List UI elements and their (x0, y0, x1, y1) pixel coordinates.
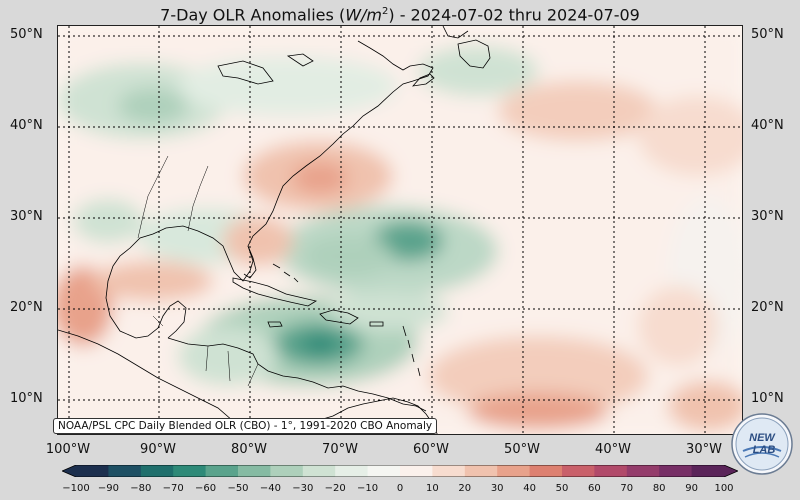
colorbar-tick-label: −60 (195, 483, 217, 494)
olr-anomaly-map (57, 25, 743, 435)
title-suffix: ) - 2024-07-02 thru 2024-07-09 (388, 5, 640, 25)
lat-label-right-50n: 50°N (751, 27, 784, 42)
colorbar-segment (432, 465, 466, 477)
source-note: NOAA/PSL CPC Daily Blended OLR (CBO) - 1… (53, 418, 438, 434)
lon-label-70w: 70°W (322, 442, 358, 457)
lat-label-left-50n: 50°N (10, 27, 43, 42)
colorbar-segment (108, 465, 142, 477)
colorbar-tick-label: 90 (685, 483, 698, 494)
title-prefix: 7-Day OLR Anomalies ( (160, 5, 346, 25)
lon-label-30w: 30°W (686, 442, 722, 457)
svg-text:NEW: NEW (749, 432, 776, 444)
lon-label-80w: 80°W (231, 442, 267, 457)
colorbar-segment (529, 465, 563, 477)
colorbar-segment (497, 465, 531, 477)
lon-label-60w: 60°W (413, 442, 449, 457)
colorbar-segment (691, 465, 725, 477)
colorbar-segment (173, 465, 207, 477)
colorbar-segment (367, 465, 401, 477)
newlab-logo: NEW LAB (731, 413, 793, 475)
colorbar-tick-label: 0 (396, 483, 404, 494)
colorbar-tick-label: −30 (292, 483, 314, 494)
colorbar-segment (594, 465, 628, 477)
colorbar-segment (238, 465, 271, 477)
colorbar-segment (464, 465, 498, 477)
colorbar-tick-label: 20 (458, 483, 472, 494)
colorbar-tick-label: −70 (162, 483, 184, 494)
colorbar-tick-label: −40 (259, 483, 281, 494)
colorbar-tick-label: 50 (555, 483, 569, 494)
lat-label-right-40n: 40°N (751, 118, 784, 133)
colorbar-segment (626, 465, 660, 477)
colorbar-tick-label: −100 (62, 483, 90, 494)
logo-icon: NEW LAB (731, 413, 793, 475)
lon-label-40w: 40°W (595, 442, 631, 457)
colorbar-segment (140, 465, 174, 477)
colorbar-extend-high (724, 465, 738, 477)
lat-label-left-10n: 10°N (10, 391, 43, 406)
colorbar-segment (270, 465, 304, 477)
colorbar-segment (76, 465, 109, 477)
lat-label-right-20n: 20°N (751, 300, 784, 315)
lon-label-50w: 50°W (504, 442, 540, 457)
colorbar-segment (335, 465, 369, 477)
colorbar-segment (562, 465, 595, 477)
colorbar (60, 462, 740, 478)
coastlines (58, 26, 491, 434)
lat-label-left-40n: 40°N (10, 118, 43, 133)
colorbar-tick-label: −90 (97, 483, 119, 494)
colorbar-tick-label: −50 (227, 483, 249, 494)
colorbar-tick-label: −10 (357, 483, 379, 494)
gridlines (58, 26, 742, 434)
colorbar-segment (205, 465, 239, 477)
lon-label-90w: 90°W (140, 442, 176, 457)
colorbar-svg (60, 464, 740, 478)
colorbar-tick-label: 40 (523, 483, 536, 494)
svg-text:LAB: LAB (753, 444, 776, 456)
lat-label-right-10n: 10°N (751, 391, 784, 406)
colorbar-tick-label: −20 (324, 483, 346, 494)
colorbar-tick-label: 10 (426, 483, 439, 494)
colorbar-tick-label: 80 (652, 483, 666, 494)
lat-label-left-30n: 30°N (10, 209, 43, 224)
anomaly-field (58, 26, 742, 434)
colorbar-segment (659, 465, 693, 477)
lon-label-100w: 100°W (45, 442, 91, 457)
colorbar-tick-label: 60 (588, 483, 601, 494)
colorbar-tick-label: 100 (714, 483, 734, 494)
colorbar-segment (400, 465, 433, 477)
map-canvas (58, 26, 742, 434)
colorbar-tick-label: −80 (130, 483, 152, 494)
title-unit-exponent: 2 (381, 6, 389, 17)
title-unit: W/m (345, 5, 382, 25)
map-title: 7-Day OLR Anomalies (W/m2) - 2024-07-02 … (0, 0, 800, 24)
colorbar-extend-low (62, 465, 76, 477)
colorbar-tick-label: 30 (490, 483, 504, 494)
colorbar-segment (302, 465, 336, 477)
lat-label-left-20n: 20°N (10, 300, 43, 315)
colorbar-tick-label: 70 (620, 483, 634, 494)
lat-label-right-30n: 30°N (751, 209, 784, 224)
